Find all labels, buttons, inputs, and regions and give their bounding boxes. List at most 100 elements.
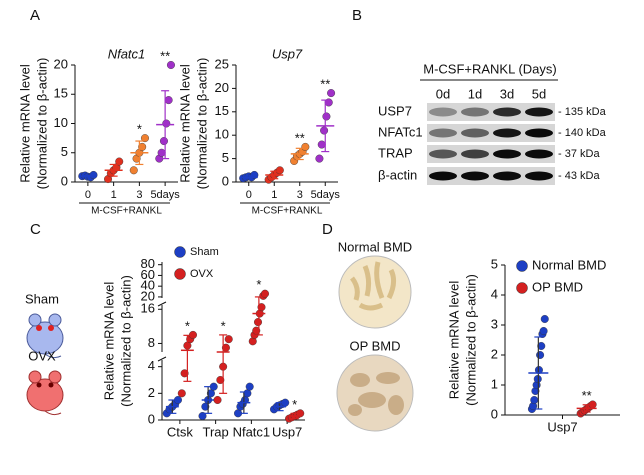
x-tick-label: Ctsk (167, 424, 194, 439)
data-point (164, 96, 173, 105)
y-tick-label: 16 (141, 301, 155, 316)
data-point (206, 389, 215, 398)
sample-label: OP BMD (349, 338, 400, 353)
y-tick-label: 5 (61, 144, 68, 159)
blot-band (429, 171, 457, 181)
data-point (245, 382, 254, 391)
blot-strip (427, 124, 555, 142)
data-point (140, 134, 149, 143)
size-label: - 140 kDa (558, 127, 607, 139)
legend-label: OP BMD (532, 279, 583, 294)
x-tick-label: Trap (203, 424, 229, 439)
data-point (530, 396, 539, 405)
panel-label: A (30, 7, 40, 24)
x-tick-label: 5days (150, 189, 180, 201)
protein-label: β-actin (378, 167, 417, 182)
legend-label: Normal BMD (532, 257, 606, 272)
y-tick-label: 10 (54, 115, 68, 130)
x-tick-label: 0 (246, 189, 252, 201)
blot-strip (427, 145, 555, 163)
y-tick-label: 4 (148, 358, 155, 373)
data-point (536, 351, 545, 360)
blot-strip (427, 167, 555, 185)
y-tick-label: 5 (222, 150, 229, 165)
blot-band (429, 149, 457, 159)
lane-label: 0d (436, 86, 450, 101)
data-point (198, 412, 207, 421)
data-point (537, 342, 546, 351)
data-point (224, 335, 233, 344)
size-label: - 43 kDa (558, 170, 600, 182)
y-tick-label: 80 (141, 256, 155, 271)
y-axis-label: Relative mRNA level (17, 64, 32, 183)
x-tick-label: 3 (297, 189, 303, 201)
x-tick-label: 1 (271, 189, 277, 201)
data-point (315, 154, 324, 163)
axis-break (157, 301, 167, 307)
data-point (180, 369, 189, 378)
data-point (138, 142, 147, 151)
y-axis-label: Relative mRNA level (177, 64, 192, 183)
blot-band (493, 128, 521, 138)
lane-label: 3d (500, 86, 514, 101)
legend-marker (516, 260, 528, 272)
blot-strip (427, 103, 555, 121)
y-tick-label: 1 (491, 376, 498, 391)
x-tick-label: 5days (311, 189, 341, 201)
blot-band (461, 149, 489, 159)
data-point (115, 157, 124, 166)
significance: ** (320, 77, 330, 92)
data-point (317, 140, 326, 149)
y-tick-label: 20 (54, 56, 68, 71)
blot-band (493, 107, 521, 117)
y-axis-label: Relative mRNA level (446, 281, 461, 400)
y-tick-label: 20 (215, 80, 229, 95)
y-tick-label: 5 (491, 256, 498, 271)
x-tick-label: Usp7 (272, 424, 302, 439)
y-tick-label: 0 (222, 173, 229, 188)
blot-band (429, 107, 457, 117)
legend-marker (174, 268, 186, 280)
data-point (129, 166, 138, 175)
axis-break (157, 356, 167, 362)
bone-image (338, 255, 412, 329)
y-tick-label: 10 (215, 127, 229, 142)
blot-band (525, 149, 553, 159)
x-tick-label: 1 (111, 189, 117, 201)
y-tick-label: 0 (61, 173, 68, 188)
significance: * (185, 318, 190, 333)
blot-band (525, 128, 553, 138)
data-point (162, 119, 171, 128)
significance: * (221, 318, 226, 333)
blot-title: M-CSF+RANKL (Days) (423, 61, 557, 76)
x-axis-label: M-CSF+RANKL (252, 206, 323, 217)
size-label: - 135 kDa (558, 106, 607, 118)
data-point (539, 327, 548, 336)
size-label: - 37 kDa (558, 148, 600, 160)
data-point (322, 112, 331, 121)
blot-band (461, 128, 489, 138)
blot-band (493, 171, 521, 181)
y-axis-label: (Normalized to β-actin) (463, 274, 478, 406)
data-point (159, 137, 168, 146)
x-tick-label: Nfatc1 (233, 424, 271, 439)
data-point (275, 166, 284, 175)
protein-label: TRAP (378, 145, 413, 160)
panel-label: B (352, 7, 362, 24)
x-axis-label: M-CSF+RANKL (91, 206, 162, 217)
significance: ** (295, 130, 305, 145)
data-point (257, 303, 266, 312)
y-tick-label: 25 (215, 56, 229, 71)
data-point (166, 61, 175, 70)
bone-image (336, 354, 414, 432)
data-point (320, 126, 329, 135)
y-tick-label: 40 (141, 278, 155, 293)
legend-marker (174, 246, 186, 258)
data-point (261, 289, 270, 298)
y-tick-label: 60 (141, 267, 155, 282)
legend-marker (516, 282, 528, 294)
blot-band (461, 171, 489, 181)
y-tick-label: 0 (491, 406, 498, 421)
y-axis-label: (Normalized to β-actin) (118, 275, 133, 407)
